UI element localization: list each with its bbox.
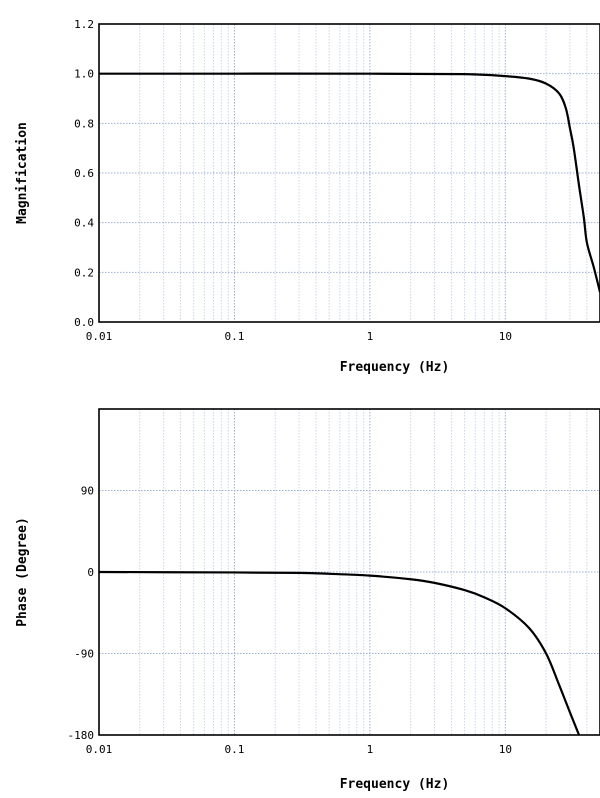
y-tick-label: 90	[81, 485, 94, 498]
magnification-chart: 0.01 0.1 1 10 0.0 0.2 0.4 0.6 0.8 1.0 1.2 Frequency…	[15, 18, 600, 375]
x-tick-label: 0.01	[86, 330, 113, 343]
series-line-0	[99, 570, 581, 735]
plot-frame	[98, 23, 600, 323]
x-tick-label: 1	[367, 743, 374, 756]
y-tick-label: 0.6	[74, 167, 94, 180]
y-tick-label: -180	[68, 729, 95, 742]
x-tick-label: 1	[367, 330, 374, 343]
x-axis-title: Frequency (Hz)	[340, 777, 450, 792]
y-tick-label: 1.0	[74, 68, 94, 81]
x-tick-label: 10	[499, 330, 512, 343]
y-axis-title: Magnification	[15, 122, 30, 224]
x-tick-label: 0.1	[225, 330, 245, 343]
x-tick-label: 10	[499, 743, 512, 756]
x-axis-title: Frequency (Hz)	[340, 360, 450, 375]
y-tick-label: 0	[87, 566, 94, 579]
y-tick-label: 1.2	[74, 18, 94, 31]
y-tick-label: 0.8	[74, 117, 94, 130]
y-tick-label: 0.4	[74, 217, 94, 230]
y-axis-title: Phase (Degree)	[15, 517, 30, 627]
y-tick-label: -90	[74, 648, 94, 661]
x-tick-label: 0.01	[86, 743, 113, 756]
x-tick-label: 0.1	[225, 743, 245, 756]
phase-chart: 0.01 0.1 1 10 -180 -90 0 90 Frequency (Hz) Phase …	[15, 408, 600, 792]
y-tick-label: 0.2	[74, 266, 94, 279]
y-tick-label: 0.0	[74, 316, 94, 329]
plot-frame	[98, 408, 600, 736]
series-line-0	[99, 72, 600, 293]
